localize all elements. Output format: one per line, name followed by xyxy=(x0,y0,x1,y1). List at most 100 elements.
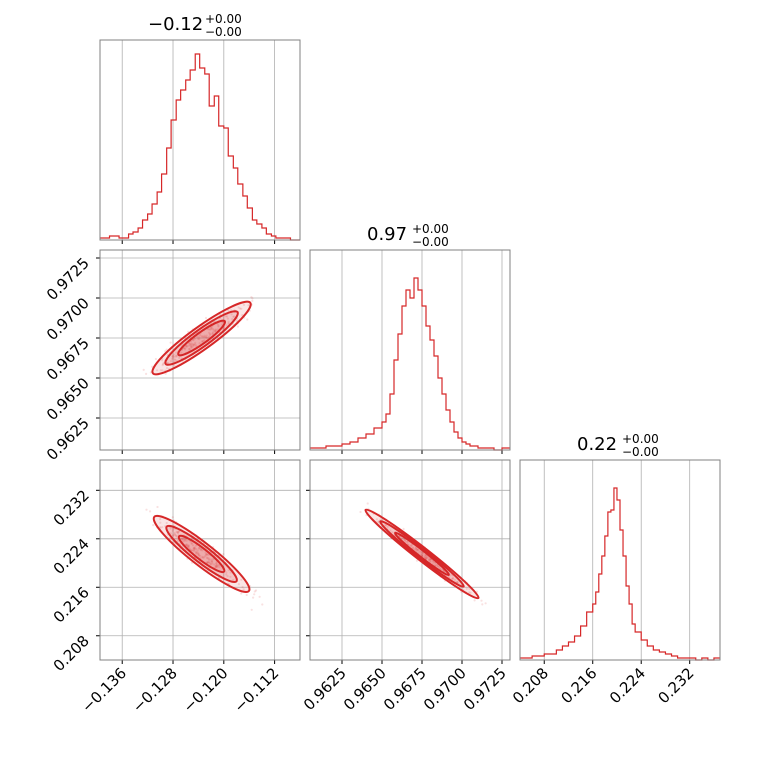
pair-3-2-point xyxy=(428,558,431,561)
pair-2-1-point xyxy=(209,332,212,335)
pair-3-1-point xyxy=(191,544,194,547)
pair-3-1-point xyxy=(215,564,218,567)
pair-2-1-point xyxy=(207,328,210,331)
pair-3-1-point xyxy=(209,558,212,561)
pair-3-1-point xyxy=(177,531,180,534)
pair-3-1-point xyxy=(183,538,186,541)
pair-2-1-point xyxy=(187,344,190,347)
pair-2-1-point xyxy=(173,364,176,367)
pair-3-1-point xyxy=(156,505,159,509)
pair-2-1-point xyxy=(236,325,239,328)
pair-2-1-point xyxy=(166,361,169,364)
pair-3-1-point xyxy=(240,578,243,581)
pair-2-1-point xyxy=(204,335,207,339)
pair-2-1-point xyxy=(242,303,246,306)
pair-3-1-point xyxy=(213,563,216,566)
pair-2-1-point xyxy=(171,357,174,360)
pair-3-1-point xyxy=(198,554,201,557)
pair-3-2-point xyxy=(429,560,432,564)
pair-3-1-point xyxy=(175,534,178,538)
pair-2-1-point xyxy=(205,334,208,337)
pair-3-2-point xyxy=(419,551,422,554)
pair-3-2-point xyxy=(412,547,415,550)
pair-2-1-point xyxy=(184,347,187,350)
title-1-upper: +0.00 xyxy=(205,12,242,26)
y-tick-label: 0.224 xyxy=(50,535,93,578)
pair-2-1-point xyxy=(239,307,242,310)
pair-3-2-point xyxy=(389,529,392,532)
pair-3-1-point xyxy=(215,562,218,565)
pair-3-2-point xyxy=(423,555,426,558)
pair-3-2-point xyxy=(410,544,413,547)
pair-3-2-point xyxy=(436,564,439,567)
pair-2-1-point xyxy=(208,333,211,336)
pair-2-1-point xyxy=(225,315,229,318)
pair-3-1-point xyxy=(197,547,200,550)
pair-3-1-point xyxy=(192,549,195,552)
pair-2-1-point xyxy=(227,309,230,312)
pair-2-1-point xyxy=(161,369,164,372)
diag-3-histogram xyxy=(520,487,720,661)
pair-3-1-point xyxy=(216,564,219,568)
pair-3-2-point xyxy=(468,591,471,594)
pair-3-1-point xyxy=(197,553,200,557)
pair-3-1-point xyxy=(149,510,152,513)
pair-2-1-point xyxy=(190,346,193,349)
pair-3-2-point xyxy=(425,556,428,560)
pair-3-1-point xyxy=(202,556,205,559)
pair-3-1-point xyxy=(207,561,210,564)
pair-3-1-point xyxy=(204,553,208,556)
pair-3-1-point xyxy=(206,553,209,556)
pair-3-1-point xyxy=(232,578,235,582)
pair-2-1-point xyxy=(217,324,220,327)
pair-3-2-point xyxy=(424,557,427,560)
pair-3-2-point xyxy=(414,547,417,550)
pair-3-1-point xyxy=(205,553,208,556)
pair-3-2-point xyxy=(375,518,378,521)
title-1-lower: −0.00 xyxy=(205,25,242,39)
pair-3-2-point xyxy=(469,591,472,595)
pair-2-1-point xyxy=(201,339,204,343)
pair-3-1-contour xyxy=(177,534,226,574)
pair-3-2-point xyxy=(434,563,437,566)
y-tick-label: 0.232 xyxy=(50,486,93,529)
pair-3-2-point xyxy=(468,587,471,591)
pair-3-1-point xyxy=(226,575,229,578)
pair-2-1-point xyxy=(211,331,215,334)
pair-3-1-point xyxy=(194,550,197,554)
pair-2-1-point xyxy=(212,329,215,332)
pair-2-1-point xyxy=(230,313,233,316)
y-tick-label: 0.216 xyxy=(50,583,93,626)
pair-3-1-point xyxy=(195,548,198,551)
pair-3-2-point xyxy=(384,524,387,527)
title-3-upper: +0.00 xyxy=(622,432,659,446)
x-tick-label: 0.9700 xyxy=(420,664,470,714)
pair-2-1-point xyxy=(171,356,174,359)
pair-3-1-point xyxy=(225,571,228,574)
pair-2-1-point xyxy=(188,343,191,346)
pair-3-1-point xyxy=(193,546,196,549)
pair-3-1-point xyxy=(171,516,174,519)
pair-2-1-point xyxy=(167,362,170,365)
pair-3-2-point xyxy=(415,559,419,562)
pair-3-2-point xyxy=(449,574,452,577)
pair-3-1-point xyxy=(211,558,214,561)
pair-3-2-point xyxy=(421,554,424,557)
x-tick-label: 0.9625 xyxy=(300,664,350,714)
pair-3-2-point xyxy=(473,599,476,602)
pair-3-2-point xyxy=(437,565,440,568)
pair-3-1-point xyxy=(203,555,206,558)
pair-3-2-point xyxy=(415,548,418,551)
pair-3-1-point xyxy=(229,575,232,578)
pair-3-2-point xyxy=(450,577,453,580)
pair-3-1-point xyxy=(193,549,196,552)
pair-2-1-point xyxy=(192,343,195,346)
pair-3-1-point xyxy=(204,554,208,557)
pair-3-1-point xyxy=(209,563,212,566)
pair-3-1-point xyxy=(204,551,207,554)
pair-3-2-point xyxy=(431,560,434,563)
pair-3-1-point xyxy=(206,560,209,564)
pair-3-1-point xyxy=(258,595,261,598)
pair-2-1-point xyxy=(246,318,249,321)
